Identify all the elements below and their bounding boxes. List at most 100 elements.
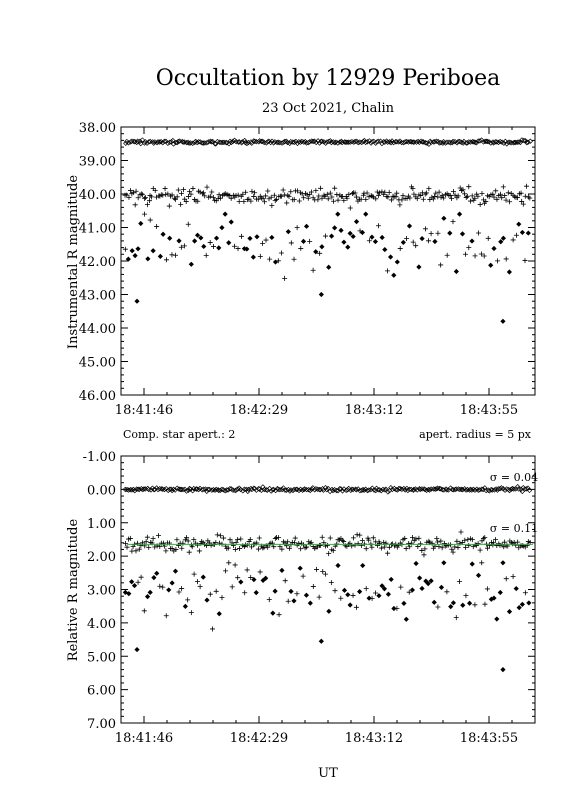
data-point (310, 138, 316, 145)
y-tick-label: 1.00 (87, 517, 116, 532)
data-point (144, 202, 150, 208)
data-point (426, 186, 432, 192)
data-point (391, 605, 397, 612)
data-point (410, 139, 416, 145)
data-point (160, 231, 166, 237)
data-point (374, 189, 380, 195)
data-point (510, 574, 516, 580)
data-point (357, 589, 363, 595)
data-point (444, 252, 450, 258)
data-point (336, 486, 343, 492)
data-point (398, 584, 404, 590)
data-point (364, 190, 370, 196)
data-point (449, 139, 455, 146)
data-point (349, 190, 355, 196)
data-point (214, 532, 220, 538)
data-point (376, 593, 382, 599)
comp-star-aperture-note: Comp. star apert.: 2 (123, 428, 235, 441)
data-point (182, 537, 188, 543)
data-point (258, 138, 265, 145)
data-point (200, 486, 207, 492)
data-point (250, 254, 256, 260)
data-point (172, 568, 179, 574)
data-point (522, 193, 528, 199)
data-point (263, 193, 269, 199)
data-point (228, 139, 235, 146)
data-point (486, 542, 492, 548)
data-point (406, 541, 412, 547)
sigma-annotation-1: σ = 0.04 (490, 471, 538, 484)
data-point (488, 486, 494, 493)
data-point (232, 562, 238, 568)
data-point (176, 238, 182, 244)
data-point (327, 138, 334, 144)
data-point (338, 138, 345, 145)
data-point (377, 190, 383, 196)
data-point (341, 486, 347, 492)
data-point (191, 571, 197, 577)
data-point (345, 244, 351, 250)
bottom-panel: Relative R magnitude σ = 0.04 σ = 0.11 -… (66, 450, 538, 746)
data-point (480, 486, 486, 493)
data-point (416, 535, 422, 541)
data-point (475, 572, 482, 578)
data-point (122, 486, 128, 493)
data-point (436, 189, 442, 195)
data-point (411, 191, 417, 197)
data-point (244, 567, 250, 573)
data-point (176, 589, 182, 595)
data-point (244, 246, 250, 252)
data-point (482, 535, 488, 541)
data-point (369, 595, 375, 601)
y-tick-label: 38.00 (79, 121, 116, 136)
data-point (188, 261, 194, 267)
data-point (133, 548, 139, 554)
data-point (468, 198, 474, 204)
data-point (288, 588, 294, 594)
data-point (123, 140, 129, 146)
data-point (235, 139, 242, 145)
data-point (294, 225, 300, 231)
data-point (492, 139, 499, 145)
data-point (129, 487, 135, 493)
data-point (175, 138, 182, 145)
data-point (459, 487, 466, 493)
data-point (124, 486, 130, 493)
data-point (499, 195, 505, 201)
data-point (223, 568, 229, 574)
data-point (389, 486, 396, 493)
data-point (450, 600, 457, 606)
data-point (494, 616, 500, 622)
data-point (469, 193, 475, 199)
data-point (407, 195, 413, 201)
data-point (204, 597, 210, 603)
data-point (260, 545, 266, 551)
data-point (349, 486, 355, 492)
data-point (419, 585, 425, 592)
y-tick-label: 43.00 (79, 289, 116, 304)
data-point (202, 193, 208, 199)
x-tick-label: 18:41:46 (115, 731, 173, 746)
data-point (191, 537, 197, 543)
data-point (292, 535, 298, 541)
data-point (241, 486, 248, 492)
data-point (139, 192, 145, 198)
data-point (209, 626, 215, 632)
data-point (186, 140, 192, 146)
data-point (192, 238, 198, 244)
data-point (359, 487, 365, 494)
data-point (167, 235, 173, 241)
data-point (141, 608, 147, 614)
data-point (360, 486, 366, 493)
data-point (175, 187, 181, 193)
y-tick-label: 3.00 (87, 584, 116, 599)
data-point (399, 197, 405, 203)
data-point (514, 484, 521, 490)
data-point (178, 190, 184, 196)
y-tick-label: 6.00 (87, 684, 116, 699)
data-point (394, 259, 400, 265)
data-point (466, 184, 472, 190)
data-point (324, 191, 330, 197)
data-point (273, 196, 279, 202)
data-point (381, 586, 388, 592)
